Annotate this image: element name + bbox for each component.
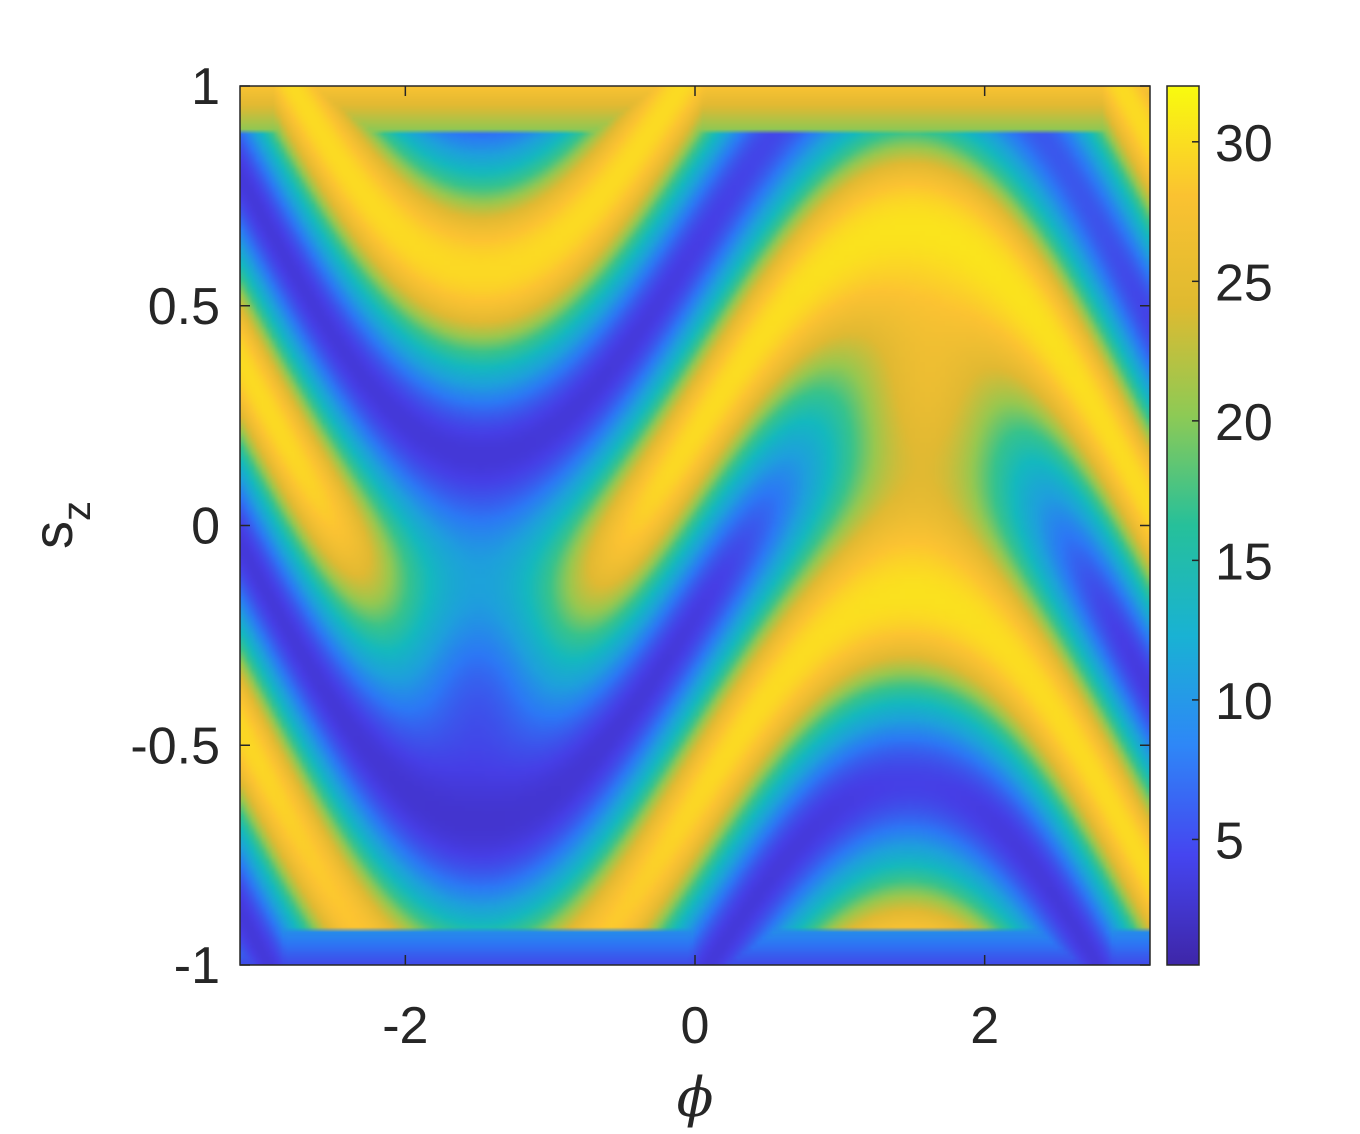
y-tick-label: -1 [174,937,220,995]
colorbar-tick-label: 30 [1215,115,1273,173]
y-tick-label: 0 [191,498,220,556]
colorbar [1166,85,1200,966]
colorbar-ticks: 5 10 15 20 25 30 [1192,115,1273,870]
heatmap-image [240,86,1150,965]
y-tick-label: 1 [191,58,220,116]
y-axis-ticks: -1 -0.5 0 0.5 1 [130,58,1150,995]
colorbar-tick-label: 15 [1215,533,1273,591]
svg-text:sz: sz [21,501,99,549]
x-tick-label: -2 [382,997,428,1055]
y-tick-label: 0.5 [148,278,220,336]
colorbar-tick-label: 25 [1215,254,1273,312]
y-axis-label-main: s [21,521,84,549]
y-axis-label-subscript: z [55,501,99,521]
colorbar-tick-label: 20 [1215,394,1273,452]
x-axis-label: ϕ [677,1066,714,1129]
x-tick-label: 2 [970,997,999,1055]
y-tick-label: -0.5 [130,717,220,775]
x-tick-label: 0 [681,997,710,1055]
y-axis-label: sz [21,501,99,549]
x-axis-ticks: -2 0 2 [382,86,999,1055]
colorbar-tick-label: 10 [1215,673,1273,731]
colorbar-tick-label: 5 [1215,812,1244,870]
